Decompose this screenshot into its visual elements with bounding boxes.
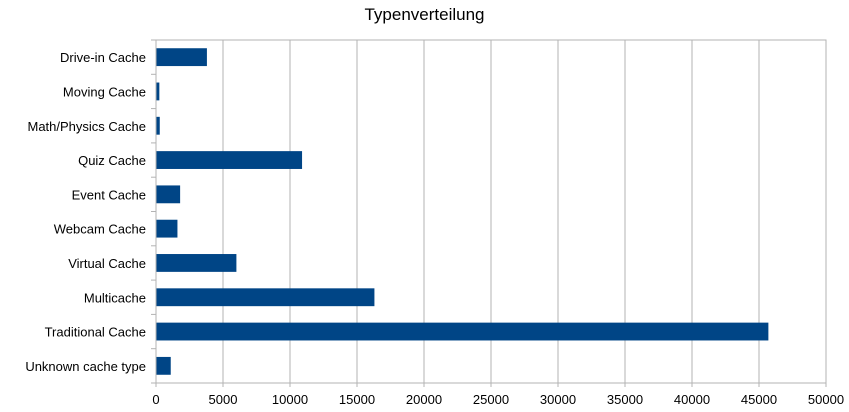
category-label: Moving Cache	[63, 84, 146, 99]
category-label: Math/Physics Cache	[28, 119, 147, 134]
x-tick-label: 45000	[741, 392, 777, 407]
bar	[156, 288, 375, 307]
bar	[156, 151, 303, 169]
bar	[156, 254, 237, 272]
bar	[156, 219, 178, 238]
x-tick-label: 30000	[540, 392, 576, 407]
category-label: Quiz Cache	[78, 153, 146, 168]
bar	[156, 82, 160, 101]
category-label: Unknown cache type	[25, 359, 146, 374]
x-tick-label: 40000	[674, 392, 710, 407]
bar	[156, 356, 171, 375]
bar	[156, 322, 769, 341]
bar	[156, 185, 181, 204]
bar	[156, 116, 160, 135]
x-tick-label: 35000	[607, 392, 643, 407]
category-label: Event Cache	[72, 187, 146, 202]
x-tick-label: 50000	[808, 392, 844, 407]
category-label: Drive-in Cache	[60, 50, 146, 65]
category-label: Traditional Cache	[45, 325, 146, 340]
chart-title: Typenverteilung	[364, 5, 485, 24]
bar	[156, 48, 207, 67]
x-tick-label: 25000	[473, 392, 509, 407]
category-label: Webcam Cache	[54, 222, 146, 237]
x-tick-label: 10000	[272, 392, 308, 407]
category-label: Multicache	[84, 290, 146, 305]
x-tick-label: 15000	[339, 392, 375, 407]
x-tick-label: 20000	[406, 392, 442, 407]
plot-border	[155, 39, 827, 384]
x-tick-label: 5000	[209, 392, 238, 407]
x-tick-label: 0	[152, 392, 159, 407]
category-label: Virtual Cache	[68, 256, 146, 271]
